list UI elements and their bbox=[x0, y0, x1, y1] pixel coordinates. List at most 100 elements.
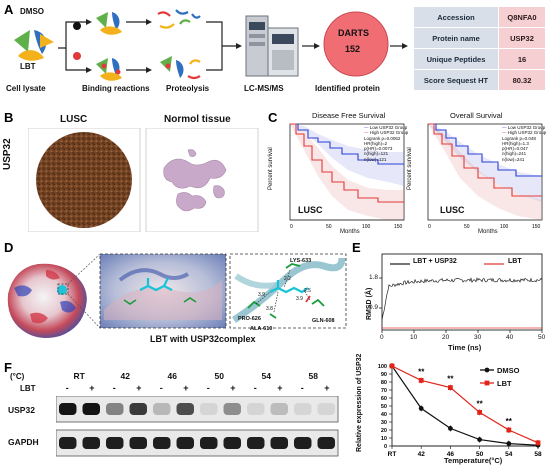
legend-lbt: LBT bbox=[497, 379, 512, 388]
blot-sign: + bbox=[136, 383, 142, 393]
ihc-images bbox=[28, 128, 259, 232]
legend-high: — High USP32 Group bbox=[364, 130, 409, 136]
blot-sign: - bbox=[206, 383, 210, 393]
table-row: Protein name USP32 bbox=[413, 27, 546, 49]
legend-stat: n(high)=241 bbox=[502, 151, 527, 157]
residue-gln-608: GLN-608 bbox=[312, 318, 335, 324]
dmso-label: DMSO bbox=[20, 7, 44, 16]
y-tick-label: 30 bbox=[381, 420, 387, 426]
x-tick-label: 46 bbox=[447, 451, 455, 458]
panel-letter-b: B bbox=[4, 110, 14, 125]
distance-label: 3.8 bbox=[266, 306, 273, 312]
temp-unit: (°C) bbox=[10, 372, 25, 381]
x-tick-label: 42 bbox=[418, 451, 426, 458]
gapdh-band bbox=[129, 437, 147, 449]
dfs-tag: LUSC bbox=[298, 205, 323, 215]
blot-sign: + bbox=[230, 383, 236, 393]
usp32-band bbox=[317, 403, 335, 415]
rmsd-xtick: 30 bbox=[474, 334, 482, 341]
gapdh-band bbox=[106, 437, 124, 449]
legend-stat: n(high)=121 bbox=[364, 151, 389, 157]
table-row: Score Sequest HT 80.32 bbox=[413, 69, 546, 91]
dfs-high-ci bbox=[290, 124, 404, 220]
data-point-lbt bbox=[418, 378, 424, 383]
usp32-band bbox=[270, 403, 288, 415]
significance-mark: ** bbox=[447, 375, 454, 384]
legend-stat: Logrank p=0.048 bbox=[502, 135, 536, 141]
darts-title: DARTS bbox=[338, 28, 369, 38]
step-cell-lysate: Cell lysate bbox=[6, 84, 46, 93]
rmsd-xtick: 50 bbox=[538, 334, 546, 341]
y-tick-label: 50 bbox=[381, 404, 387, 410]
series-line-lbt bbox=[391, 365, 539, 444]
legend-stat: p(HR)=0.047 bbox=[502, 146, 528, 152]
data-point-lbt bbox=[448, 385, 453, 390]
y-tick-label: 90 bbox=[381, 372, 387, 378]
darts-count: 152 bbox=[345, 44, 361, 54]
ligand-sticks-zoom bbox=[139, 277, 173, 292]
svg-text:0: 0 bbox=[428, 224, 431, 230]
dfs-title: Disease Free Survival bbox=[312, 111, 386, 120]
panel-letter-c: C bbox=[268, 110, 278, 125]
os-low-curve bbox=[428, 123, 542, 177]
lbt-dot-icon bbox=[73, 52, 81, 60]
residue-lys-633: LYS-633 bbox=[290, 258, 312, 264]
y-tick-label: 80 bbox=[381, 380, 387, 386]
y-tick-label: 70 bbox=[381, 388, 387, 394]
series-line-dmso bbox=[391, 365, 539, 446]
chart-ylabel: Relative expression of USP32 bbox=[356, 353, 363, 452]
usp32-band bbox=[294, 403, 312, 415]
usp32-band bbox=[200, 403, 218, 415]
binding-top-icon bbox=[96, 12, 122, 35]
significance-mark: ** bbox=[506, 417, 513, 426]
gapdh-band bbox=[153, 437, 171, 449]
blot-temp-label: 42 bbox=[120, 371, 130, 381]
blot-temp-label: 54 bbox=[261, 371, 271, 381]
gapdh-band bbox=[294, 437, 312, 449]
table-value: Q8NFA0 bbox=[498, 6, 546, 28]
legend-stat: n(low)=121 bbox=[364, 156, 387, 162]
y-tick-label: 10 bbox=[381, 436, 387, 442]
ihc-col-normal: Normol tissue bbox=[164, 114, 231, 125]
gapdh-band bbox=[317, 437, 335, 449]
table-value: USP32 bbox=[498, 27, 546, 49]
dfs-ylabel: Percent survival bbox=[268, 147, 274, 190]
band-label-gapdh: GAPDH bbox=[8, 437, 39, 447]
legend-stat: HR(high)=2 bbox=[364, 140, 388, 146]
data-point-lbt bbox=[506, 427, 512, 433]
table-key: Unique Peptides bbox=[413, 48, 499, 70]
legend-complex: LBT + USP32 bbox=[413, 258, 457, 265]
panel-letter-a: A bbox=[4, 2, 14, 17]
blot-sign: + bbox=[89, 383, 95, 393]
blot-sign: + bbox=[183, 383, 189, 393]
os-tag: LUSC bbox=[440, 205, 465, 215]
western-blot bbox=[56, 396, 339, 457]
rmsd-xlabel: Time (ns) bbox=[448, 343, 482, 352]
ligand-marker bbox=[57, 285, 67, 295]
table-key: Protein name bbox=[413, 27, 499, 49]
blot-sign: - bbox=[65, 383, 69, 393]
y-tick-label: 0 bbox=[384, 444, 387, 450]
blot-sign: - bbox=[159, 383, 163, 393]
os-title: Overall Survival bbox=[450, 111, 503, 120]
gapdh-band bbox=[59, 437, 77, 449]
blot-sign: + bbox=[277, 383, 283, 393]
rmsd-ytick: 0.9 bbox=[369, 304, 379, 311]
data-point-dmso bbox=[506, 441, 512, 446]
usp32-band bbox=[153, 403, 171, 415]
step-identified-protein: Identified protein bbox=[315, 84, 380, 93]
table-key: Accession bbox=[413, 6, 499, 28]
os-legend: — Low USP32 Group — High USP32 Group Log… bbox=[502, 125, 546, 162]
svg-text:50: 50 bbox=[326, 224, 332, 230]
legend-high: — High USP32 Group bbox=[502, 130, 547, 136]
y-tick-label: 40 bbox=[381, 412, 387, 418]
dmso-dot-icon bbox=[73, 22, 81, 30]
survival-plots: 0 50 100 150 0 50 100 150 bbox=[289, 123, 543, 230]
legend-stat: Logrank p=0.0062 bbox=[364, 135, 401, 141]
legend-low: — Low USP32 Group bbox=[364, 125, 408, 130]
legend-stat: HR(high)=1.3 bbox=[502, 140, 529, 146]
x-tick-label: 54 bbox=[505, 451, 513, 458]
gapdh-band bbox=[247, 437, 265, 449]
dfs-xlabel: Months bbox=[340, 229, 360, 235]
legend-stat: n(low)=241 bbox=[502, 156, 525, 162]
